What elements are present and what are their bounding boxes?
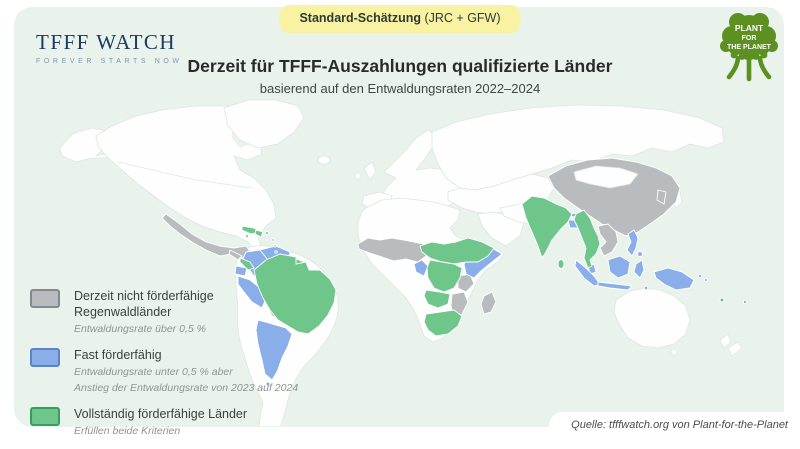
country-new-guinea (653, 267, 695, 291)
legend-item-fully-eligible: Vollständig förderfähige Länder Erfüllen… (30, 406, 320, 438)
country-fiji-2 (742, 299, 748, 305)
country-sumatra (574, 259, 601, 287)
legend-swatch-gray (30, 289, 60, 308)
country-ecuador (234, 265, 248, 277)
legend-note-not-eligible: Entwaldungsrate über 0,5 % (74, 323, 206, 335)
country-cameroon-car-ethiopia (419, 237, 495, 265)
country-mongolia (573, 165, 639, 189)
tree-icon: PLANT FOR THE PLANET (720, 13, 778, 82)
country-solomon-2 (704, 278, 708, 282)
landmass-new-zealand-north (719, 333, 732, 349)
legend-item-almost-eligible: Fast förderfähig Entwaldungsrate unter 0… (30, 347, 320, 395)
tfff-watch-wordmark: TFFF WATCH (36, 30, 177, 54)
legend-note-almost-eligible-1: Entwaldungsrate unter 0,5 % aber (74, 366, 233, 378)
estimate-badge-label: Standard-Schätzung (299, 11, 422, 25)
landmass-australia (613, 287, 691, 349)
country-sulawesi (633, 259, 645, 279)
country-solomon-1 (697, 273, 703, 279)
pftp-text-line3: THE PLANET (727, 44, 772, 51)
legend-item-not-eligible: Derzeit nicht förderfähige Regenwaldländ… (30, 288, 320, 336)
headline: Derzeit für TFFF-Auszahlungen qualifizie… (0, 56, 800, 96)
country-korea (656, 189, 667, 205)
country-peru (237, 275, 267, 309)
legend-label-almost-eligible: Fast förderfähig (74, 348, 162, 362)
country-antilles-1 (271, 238, 275, 242)
tfff-watch-tagline: FOREVER STARTS NOW (36, 58, 183, 65)
country-antilles-3 (274, 250, 278, 254)
country-timor (643, 285, 649, 291)
country-gabon (413, 259, 429, 277)
us-canada-border (117, 161, 253, 189)
legend-swatch-blue (30, 348, 60, 367)
country-philippines (626, 229, 639, 257)
legend-label-fully-eligible: Vollständig förderfähige Länder (74, 407, 248, 421)
source-attribution: Quelle: tfffwatch.org von Plant-for-the-… (549, 412, 800, 440)
landmass-greenland (223, 99, 305, 149)
tfff-watch-logo: TFFF WATCH FOREVER STARTS NOW (36, 30, 183, 65)
country-argentina (255, 319, 293, 381)
country-laos-vietnam-cambodia (597, 223, 619, 257)
landmass-tasmania (670, 348, 678, 356)
country-borneo (607, 255, 631, 279)
country-fiji-1 (719, 297, 725, 303)
estimate-badge-suffix: (JRC + GFW) (421, 11, 501, 25)
country-india (521, 195, 573, 259)
world-map (59, 99, 748, 426)
country-drc-uganda (426, 259, 463, 293)
estimate-badge: Standard-Schätzung (JRC + GFW) (279, 5, 521, 33)
country-jamaica (245, 234, 249, 238)
country-hispaniola (254, 229, 264, 238)
country-south-africa (423, 309, 463, 337)
country-costa-rica-panama (239, 257, 255, 271)
country-angola (423, 289, 451, 309)
legend: Derzeit nicht förderfähige Regenwaldländ… (30, 288, 320, 449)
pftp-text-line1: PLANT (735, 23, 764, 33)
country-java (597, 281, 633, 291)
landmass-ireland (354, 172, 362, 180)
country-antilles-2 (273, 244, 277, 248)
country-sri-lanka (557, 259, 565, 269)
legend-note-fully-eligible: Erfüllen beide Kriterien (74, 425, 181, 437)
legend-note-almost-eligible-2: Anstieg der Entwaldungsrate von 2023 auf… (74, 382, 299, 394)
country-puerto-rico (265, 231, 269, 235)
landmass-iceland (317, 155, 331, 165)
plant-for-the-planet-logo: PLANT FOR THE PLANET (714, 9, 784, 92)
country-brazil (253, 253, 337, 335)
country-madagascar (480, 291, 497, 315)
country-mindanao (637, 251, 643, 257)
pftp-text-line2: FOR (742, 35, 757, 42)
country-west-africa (357, 237, 427, 263)
map-north-america (59, 99, 331, 255)
legend-label-not-eligible: Derzeit nicht förderfähige Regenwaldländ… (74, 289, 214, 319)
country-mexico (161, 213, 253, 259)
map-fully-eligible-countries (239, 195, 748, 337)
country-myanmar-thailand (573, 209, 601, 269)
country-tierra-del-fuego (265, 381, 271, 387)
page-title: Derzeit für TFFF-Auszahlungen qualifizie… (187, 56, 613, 76)
country-central-america-gray (228, 249, 243, 261)
page-subtitle: basierend auf den Entwaldungsraten 2022–… (259, 81, 541, 96)
map-oceania (613, 287, 743, 357)
landmass-arabia (477, 211, 525, 247)
landmass-britain (363, 161, 377, 181)
landmass-new-zealand-south (727, 341, 743, 357)
legend-swatch-green (30, 407, 60, 426)
